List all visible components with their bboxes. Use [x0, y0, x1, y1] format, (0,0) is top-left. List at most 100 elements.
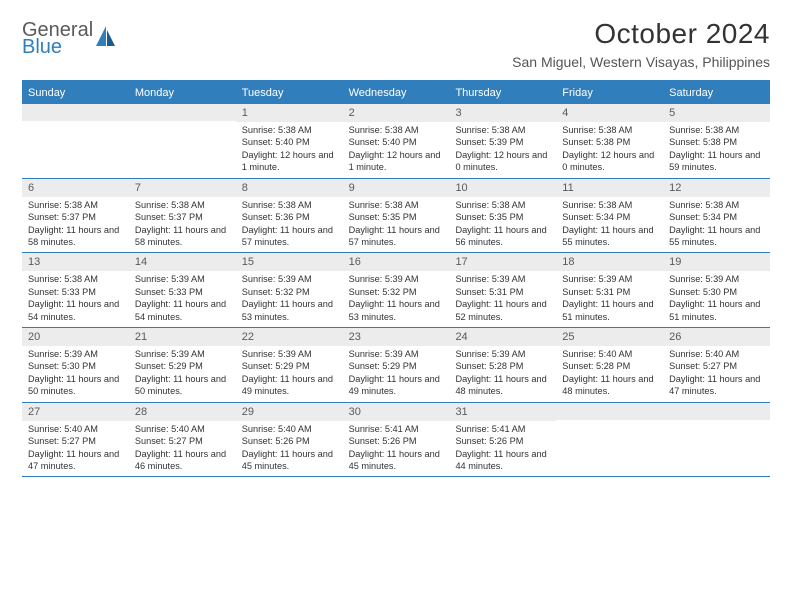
day-number: 11 [556, 179, 663, 197]
sunset-text: Sunset: 5:38 PM [562, 136, 657, 148]
day-number: 2 [343, 104, 450, 122]
daylight-text: Daylight: 11 hours and 58 minutes. [28, 224, 123, 249]
day-number: 15 [236, 253, 343, 271]
sunrise-text: Sunrise: 5:40 AM [669, 348, 764, 360]
sunrise-text: Sunrise: 5:38 AM [242, 199, 337, 211]
sunset-text: Sunset: 5:37 PM [28, 211, 123, 223]
day-details: Sunrise: 5:38 AMSunset: 5:35 PMDaylight:… [343, 197, 450, 249]
day-number: 8 [236, 179, 343, 197]
sail-icon [95, 24, 117, 48]
daylight-text: Daylight: 11 hours and 53 minutes. [242, 298, 337, 323]
sunrise-text: Sunrise: 5:38 AM [669, 199, 764, 211]
daylight-text: Daylight: 11 hours and 47 minutes. [669, 373, 764, 398]
sunrise-text: Sunrise: 5:40 AM [28, 423, 123, 435]
page-title: October 2024 [512, 18, 770, 50]
sunrise-text: Sunrise: 5:39 AM [135, 348, 230, 360]
calendar-cell: 23Sunrise: 5:39 AMSunset: 5:29 PMDayligh… [343, 328, 450, 402]
sunset-text: Sunset: 5:28 PM [455, 360, 550, 372]
calendar-cell: 5Sunrise: 5:38 AMSunset: 5:38 PMDaylight… [663, 104, 770, 178]
day-number: 28 [129, 403, 236, 421]
calendar-week: 6Sunrise: 5:38 AMSunset: 5:37 PMDaylight… [22, 179, 770, 254]
sunrise-text: Sunrise: 5:40 AM [135, 423, 230, 435]
day-details: Sunrise: 5:38 AMSunset: 5:34 PMDaylight:… [663, 197, 770, 249]
sunset-text: Sunset: 5:32 PM [349, 286, 444, 298]
daylight-text: Daylight: 11 hours and 54 minutes. [28, 298, 123, 323]
calendar-cell: 8Sunrise: 5:38 AMSunset: 5:36 PMDaylight… [236, 179, 343, 253]
calendar-cell: 26Sunrise: 5:40 AMSunset: 5:27 PMDayligh… [663, 328, 770, 402]
sunrise-text: Sunrise: 5:38 AM [28, 273, 123, 285]
weekday-header: Saturday [663, 82, 770, 104]
calendar-cell: 1Sunrise: 5:38 AMSunset: 5:40 PMDaylight… [236, 104, 343, 178]
daylight-text: Daylight: 11 hours and 52 minutes. [455, 298, 550, 323]
header: General Blue October 2024 San Miguel, We… [22, 18, 770, 70]
calendar-cell: 27Sunrise: 5:40 AMSunset: 5:27 PMDayligh… [22, 403, 129, 477]
sunset-text: Sunset: 5:32 PM [242, 286, 337, 298]
day-number [556, 403, 663, 420]
sunset-text: Sunset: 5:29 PM [135, 360, 230, 372]
sunrise-text: Sunrise: 5:38 AM [455, 199, 550, 211]
daylight-text: Daylight: 11 hours and 58 minutes. [135, 224, 230, 249]
day-number: 26 [663, 328, 770, 346]
day-number: 24 [449, 328, 556, 346]
day-number: 17 [449, 253, 556, 271]
day-details: Sunrise: 5:38 AMSunset: 5:40 PMDaylight:… [236, 122, 343, 174]
day-details: Sunrise: 5:39 AMSunset: 5:32 PMDaylight:… [343, 271, 450, 323]
calendar-cell: 7Sunrise: 5:38 AMSunset: 5:37 PMDaylight… [129, 179, 236, 253]
calendar-cell: 2Sunrise: 5:38 AMSunset: 5:40 PMDaylight… [343, 104, 450, 178]
calendar-cell: 17Sunrise: 5:39 AMSunset: 5:31 PMDayligh… [449, 253, 556, 327]
sunrise-text: Sunrise: 5:39 AM [455, 273, 550, 285]
day-details: Sunrise: 5:38 AMSunset: 5:39 PMDaylight:… [449, 122, 556, 174]
sunrise-text: Sunrise: 5:38 AM [562, 124, 657, 136]
day-number: 6 [22, 179, 129, 197]
day-details: Sunrise: 5:41 AMSunset: 5:26 PMDaylight:… [343, 421, 450, 473]
sunset-text: Sunset: 5:33 PM [135, 286, 230, 298]
calendar-cell: 22Sunrise: 5:39 AMSunset: 5:29 PMDayligh… [236, 328, 343, 402]
calendar-cell: 3Sunrise: 5:38 AMSunset: 5:39 PMDaylight… [449, 104, 556, 178]
day-details: Sunrise: 5:39 AMSunset: 5:29 PMDaylight:… [236, 346, 343, 398]
day-number: 1 [236, 104, 343, 122]
day-number [129, 104, 236, 121]
sunset-text: Sunset: 5:29 PM [349, 360, 444, 372]
brand-logo: General Blue [22, 20, 117, 57]
sunrise-text: Sunrise: 5:40 AM [242, 423, 337, 435]
sunset-text: Sunset: 5:26 PM [242, 435, 337, 447]
day-number: 30 [343, 403, 450, 421]
calendar-cell: 16Sunrise: 5:39 AMSunset: 5:32 PMDayligh… [343, 253, 450, 327]
sunrise-text: Sunrise: 5:41 AM [349, 423, 444, 435]
day-number: 10 [449, 179, 556, 197]
weekday-header: Wednesday [343, 82, 450, 104]
day-details: Sunrise: 5:40 AMSunset: 5:27 PMDaylight:… [663, 346, 770, 398]
day-details: Sunrise: 5:40 AMSunset: 5:28 PMDaylight:… [556, 346, 663, 398]
sunrise-text: Sunrise: 5:39 AM [135, 273, 230, 285]
day-details: Sunrise: 5:38 AMSunset: 5:38 PMDaylight:… [556, 122, 663, 174]
sunrise-text: Sunrise: 5:38 AM [135, 199, 230, 211]
calendar-body: 1Sunrise: 5:38 AMSunset: 5:40 PMDaylight… [22, 104, 770, 477]
daylight-text: Daylight: 11 hours and 46 minutes. [135, 448, 230, 473]
day-details: Sunrise: 5:41 AMSunset: 5:26 PMDaylight:… [449, 421, 556, 473]
daylight-text: Daylight: 12 hours and 1 minute. [349, 149, 444, 174]
calendar-cell: 24Sunrise: 5:39 AMSunset: 5:28 PMDayligh… [449, 328, 556, 402]
day-details: Sunrise: 5:38 AMSunset: 5:33 PMDaylight:… [22, 271, 129, 323]
day-number: 14 [129, 253, 236, 271]
calendar-week: 20Sunrise: 5:39 AMSunset: 5:30 PMDayligh… [22, 328, 770, 403]
day-details: Sunrise: 5:38 AMSunset: 5:35 PMDaylight:… [449, 197, 556, 249]
calendar-cell: 30Sunrise: 5:41 AMSunset: 5:26 PMDayligh… [343, 403, 450, 477]
day-number: 16 [343, 253, 450, 271]
daylight-text: Daylight: 12 hours and 0 minutes. [455, 149, 550, 174]
daylight-text: Daylight: 11 hours and 49 minutes. [349, 373, 444, 398]
day-number: 27 [22, 403, 129, 421]
sunset-text: Sunset: 5:27 PM [28, 435, 123, 447]
daylight-text: Daylight: 12 hours and 0 minutes. [562, 149, 657, 174]
calendar-cell [663, 403, 770, 477]
calendar-cell: 14Sunrise: 5:39 AMSunset: 5:33 PMDayligh… [129, 253, 236, 327]
sunrise-text: Sunrise: 5:39 AM [28, 348, 123, 360]
day-number: 9 [343, 179, 450, 197]
daylight-text: Daylight: 11 hours and 51 minutes. [669, 298, 764, 323]
day-number: 20 [22, 328, 129, 346]
calendar-cell: 19Sunrise: 5:39 AMSunset: 5:30 PMDayligh… [663, 253, 770, 327]
weekday-header: Tuesday [236, 82, 343, 104]
day-number: 25 [556, 328, 663, 346]
day-number: 3 [449, 104, 556, 122]
daylight-text: Daylight: 11 hours and 53 minutes. [349, 298, 444, 323]
daylight-text: Daylight: 11 hours and 44 minutes. [455, 448, 550, 473]
